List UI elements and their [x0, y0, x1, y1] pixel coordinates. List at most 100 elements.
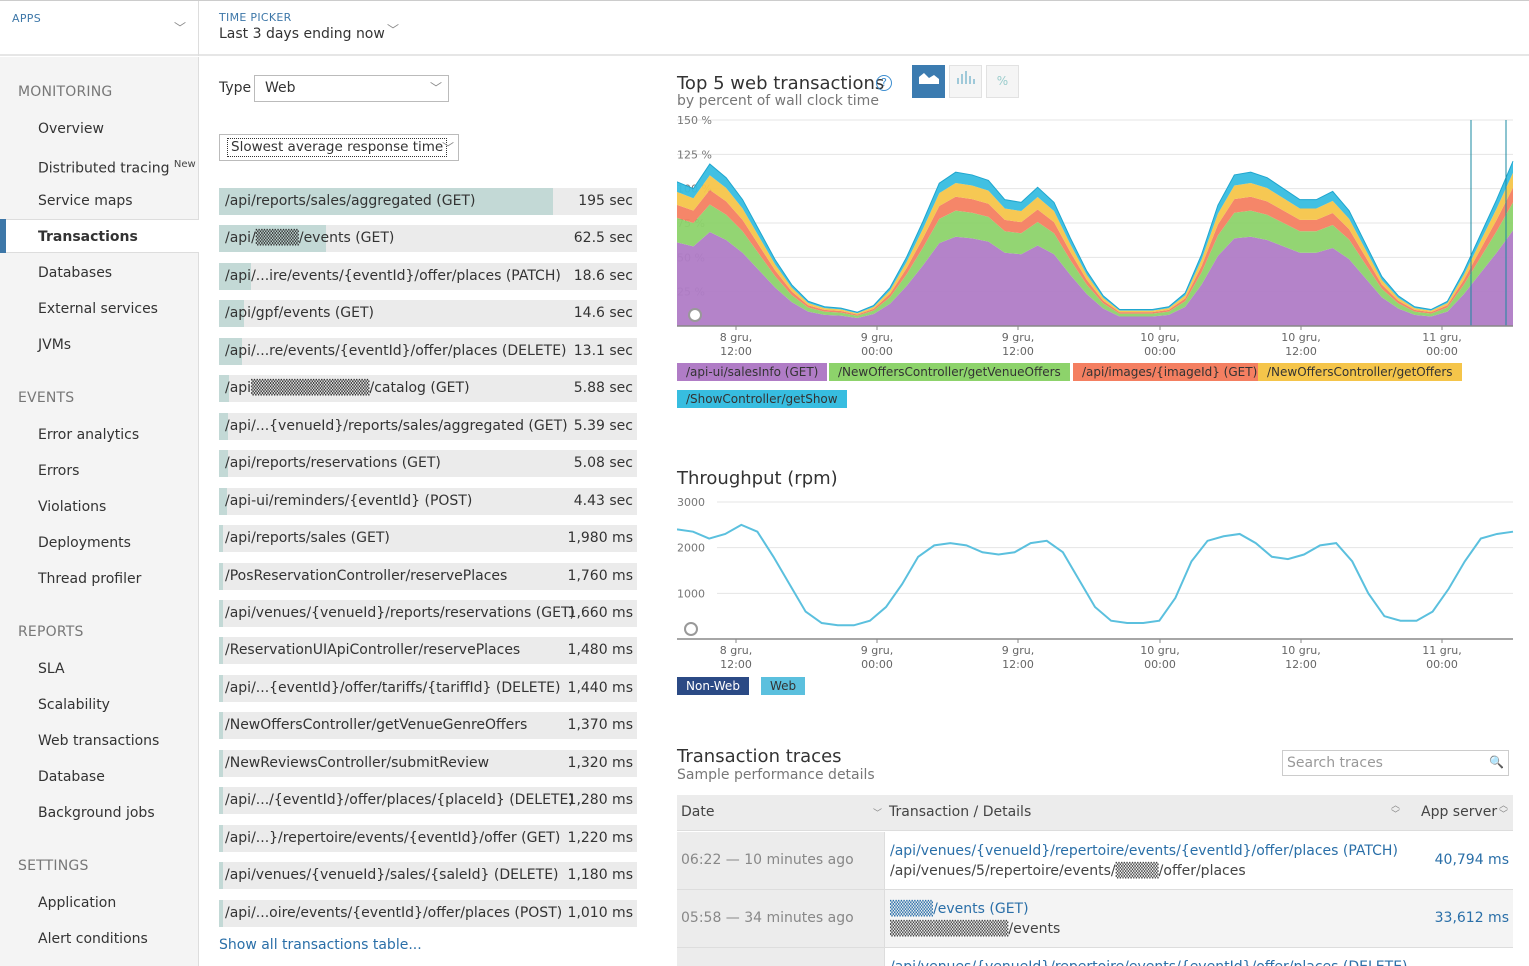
transaction-row[interactable]: /api/...re/events/{eventId}/offer/places… [219, 337, 637, 365]
time-picker-value[interactable]: Last 3 days ending now [219, 26, 385, 42]
x-tick-label: 8 gru, [720, 644, 752, 657]
sidebar-item-overview[interactable]: Overview [0, 112, 198, 146]
transaction-value: 1,010 ms [567, 904, 633, 921]
transaction-row[interactable]: /api/...ire/events/{eventId}/offer/place… [219, 262, 637, 290]
transaction-row[interactable]: /api/...oire/events/{eventId}/offer/plac… [219, 899, 637, 927]
transaction-row[interactable]: /api/reports/reservations (GET) 5.08 sec [219, 450, 637, 478]
trace-detail: ▒▒▒▒▒▒▒▒▒▒▒/events [890, 921, 1061, 937]
sidebar-item-errors[interactable]: Errors [0, 454, 198, 488]
transaction-row[interactable]: /api/▒▒▒▒/events (GET) 62.5 sec [219, 225, 637, 253]
legend-item[interactable]: Non-Web [677, 677, 749, 695]
transaction-row[interactable]: /PosReservationController/reservePlaces 1… [219, 562, 637, 590]
transaction-row[interactable]: /api/.../{eventId}/offer/places/{placeId… [219, 787, 637, 815]
transaction-value: 62.5 sec [573, 230, 633, 247]
transaction-bar [219, 824, 223, 852]
sidebar-item-background-jobs[interactable]: Background jobs [0, 796, 198, 830]
transaction-name: /api/.../{eventId}/offer/places/{placeId… [225, 792, 574, 809]
apps-picker[interactable]: APPS ﹀ [0, 1, 199, 56]
sidebar-item-web-transactions[interactable]: Web transactions [0, 724, 198, 758]
transaction-name: /api/...ire/events/{eventId}/offer/place… [225, 267, 561, 284]
sort-icon[interactable]: ︿ ﹀ [1499, 801, 1509, 820]
trace-app-server-time[interactable]: 33,612 ms [1434, 910, 1509, 926]
trace-transaction-link[interactable]: /api/venues/{venueId}/repertoire/events/… [890, 843, 1398, 859]
search-input[interactable] [1283, 751, 1483, 775]
column-date[interactable]: Date [681, 804, 715, 820]
column-app-server[interactable]: App server [1421, 804, 1498, 820]
sidebar-item-jvms[interactable]: JVMs [0, 328, 198, 362]
bar-chart-button[interactable] [949, 65, 982, 98]
sidebar-item-sla[interactable]: SLA [0, 652, 198, 686]
sidebar-item-alert-conditions[interactable]: Alert conditions [0, 922, 198, 956]
apps-label: APPS [12, 12, 41, 25]
trace-row[interactable]: 05:58 — 34 minutes ago ▒▒▒▒/events (GET) ▒… [677, 890, 1513, 948]
legend-item[interactable]: Web [761, 677, 806, 695]
sidebar-item-databases[interactable]: Databases [0, 256, 198, 290]
show-all-transactions-link[interactable]: Show all transactions table... [219, 937, 422, 953]
sidebar-item-label: Databases [38, 265, 113, 281]
sidebar-item-error-analytics[interactable]: Error analytics [0, 418, 198, 452]
y-tick-label: 125 % [677, 148, 712, 161]
sidebar-item-violations[interactable]: Violations [0, 490, 198, 524]
transaction-row[interactable]: /api/venues/{venueId}/sales/{saleId} (DE… [219, 862, 637, 890]
transaction-row[interactable]: /api/gpf/events (GET) 14.6 sec [219, 300, 637, 328]
trace-row[interactable]: /api/venues/{venueId}/repertoire/events/… [677, 948, 1513, 966]
time-picker[interactable]: TIME PICKER Last 3 days ending now ﹀ [219, 11, 399, 42]
trace-transaction-link[interactable]: ▒▒▒▒/events (GET) [890, 901, 1029, 917]
sidebar-item-external-services[interactable]: External services [0, 292, 198, 326]
sidebar-item-scalability[interactable]: Scalability [0, 688, 198, 722]
type-select-value: Web [265, 80, 296, 96]
chevron-down-icon[interactable]: ﹀ [387, 23, 400, 37]
search-traces: 🔍 [1282, 750, 1509, 776]
transaction-row[interactable]: /ReservationUIApiController/reservePlace… [219, 637, 637, 665]
transaction-value: 1,370 ms [567, 717, 633, 734]
transaction-row[interactable]: /api/...}/repertoire/events/{eventId}/of… [219, 824, 637, 852]
column-transaction[interactable]: Transaction / Details [889, 804, 1032, 820]
throughput-chart-title: Throughput (rpm) [677, 468, 838, 489]
transaction-row[interactable]: /api▒▒▒▒▒▒▒▒▒▒▒/catalog (GET) 5.88 sec [219, 375, 637, 403]
transaction-bar [219, 487, 227, 515]
transaction-row[interactable]: /api/...{venueId}/reports/sales/aggregat… [219, 412, 637, 440]
type-select[interactable]: Web ﹀ [254, 75, 449, 102]
trace-row[interactable]: 06:22 — 10 minutes ago/api/venues/{venue… [677, 832, 1513, 890]
sidebar-item-application[interactable]: Application [0, 886, 198, 920]
area-chart-button[interactable] [912, 65, 945, 98]
legend-item[interactable]: /api-ui/salesInfo (GET) [677, 363, 828, 381]
legend-item[interactable]: /NewOffersController/getOffers [1258, 363, 1462, 381]
sort-desc-icon[interactable]: ﹀ [873, 809, 883, 819]
sort-select[interactable]: Slowest average response time ﹀ [219, 134, 459, 161]
chevron-down-icon[interactable]: ﹀ [174, 21, 187, 35]
legend-item[interactable]: /NewOffersController/getVenueOffers [829, 363, 1070, 381]
x-tick-label: 12:00 [720, 658, 752, 671]
legend-item[interactable]: /ShowController/getShow [677, 390, 847, 408]
question-circle-icon[interactable]: ? [876, 75, 892, 91]
sidebar-item-distributed-tracing[interactable]: Distributed tracing New [0, 148, 198, 182]
percent-button[interactable]: % [986, 65, 1019, 98]
transaction-row[interactable]: /api/venues/{venueId}/reports/reservatio… [219, 599, 637, 627]
bar-chart-icon [956, 71, 975, 84]
transaction-row[interactable]: /api/reports/sales/aggregated (GET) 195 s… [219, 188, 637, 215]
transaction-value: 13.1 sec [573, 342, 633, 359]
transaction-row[interactable]: /NewReviewsController/submitReview 1,320 … [219, 749, 637, 777]
transaction-value: 1,660 ms [567, 604, 633, 621]
legend-item[interactable]: /api/images/{imageId} (GET) [1073, 363, 1267, 381]
transaction-name: /api/gpf/events (GET) [225, 305, 374, 322]
sidebar-item-deployments[interactable]: Deployments [0, 526, 198, 560]
sidebar-item-label: Deployments [38, 535, 131, 551]
search-icon[interactable]: 🔍 [1489, 755, 1504, 769]
transaction-row[interactable]: /api/reports/sales (GET) 1,980 ms [219, 525, 637, 553]
sidebar-item-transactions[interactable]: Transactions [0, 219, 199, 253]
sort-icon[interactable]: ︿ ﹀ [1391, 801, 1401, 820]
transaction-row[interactable]: /api/...{eventId}/offer/tariffs/{tariffI… [219, 674, 637, 702]
top5-chart-title: Top 5 web transactions [677, 73, 885, 94]
sidebar-item-thread-profiler[interactable]: Thread profiler [0, 562, 198, 596]
trace-date: 05:58 — 34 minutes ago [677, 890, 885, 947]
x-tick-label: 00:00 [1426, 658, 1458, 671]
sidebar-item-service-maps[interactable]: Service maps [0, 184, 198, 218]
transaction-row[interactable]: /api-ui/reminders/{eventId} (POST) 4.43 s… [219, 487, 637, 515]
trace-app-server-time[interactable]: 40,794 ms [1434, 852, 1509, 868]
transaction-row[interactable]: /NewOffersController/getVenueGenreOffers… [219, 712, 637, 740]
traces-subtitle: Sample performance details [677, 767, 875, 783]
trace-transaction-link[interactable]: /api/venues/{venueId}/repertoire/events/… [890, 959, 1408, 966]
sidebar-item-database[interactable]: Database [0, 760, 198, 794]
transaction-name: /api/▒▒▒▒/events (GET) [225, 230, 395, 247]
